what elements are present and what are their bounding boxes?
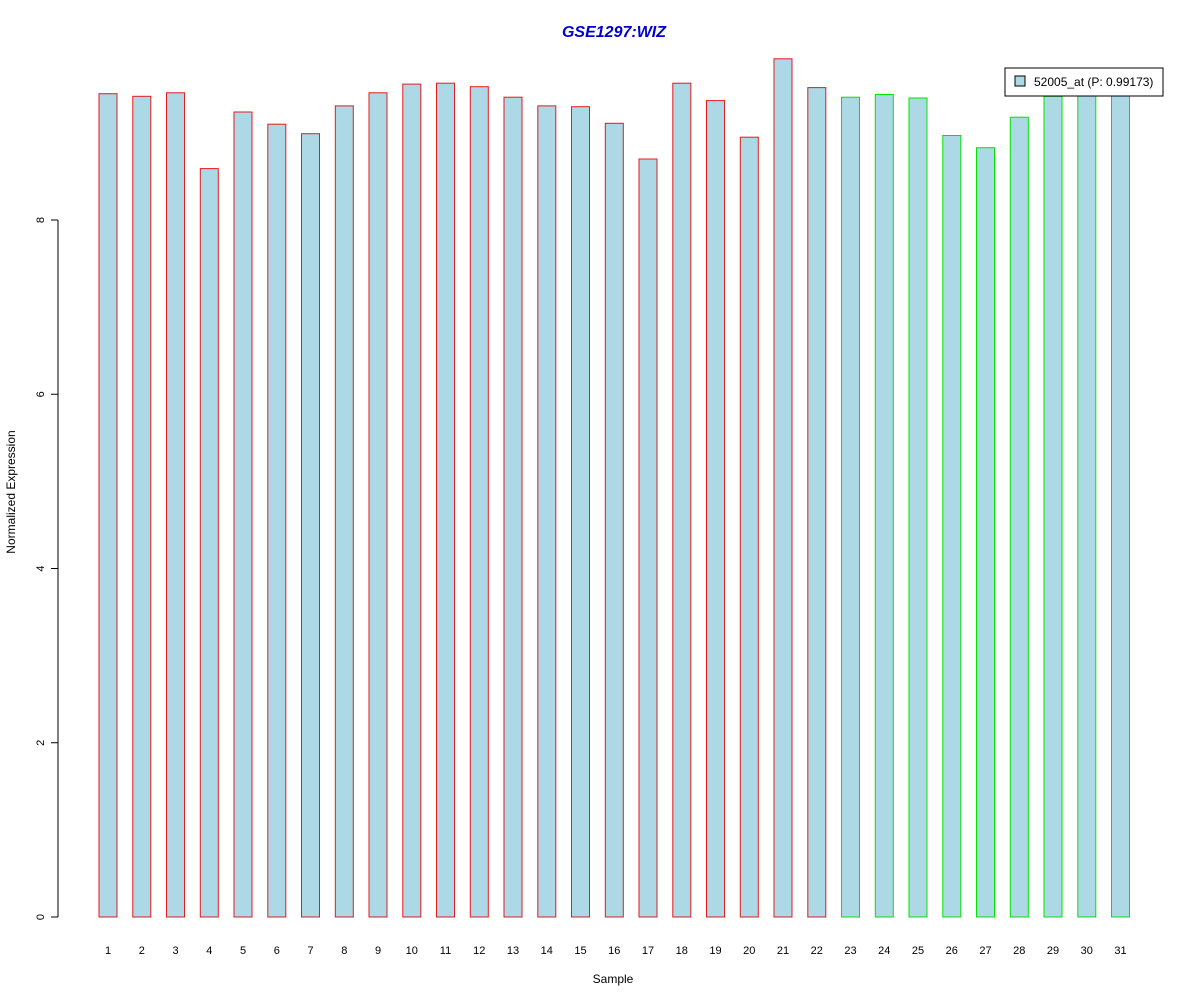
bar-sample-14 — [537, 105, 557, 918]
x-tick-label: 12 — [473, 945, 485, 957]
x-tick-label: 7 — [307, 945, 313, 957]
bar-sample-3 — [166, 92, 185, 918]
bar-sample-18 — [672, 82, 692, 918]
bar-sample-10 — [402, 83, 422, 918]
x-tick-label: 11 — [440, 945, 451, 957]
x-tick-label: 27 — [979, 945, 991, 957]
bar-sample-6 — [267, 123, 287, 918]
x-tick-label: 18 — [676, 945, 688, 957]
x-tick-label: 15 — [574, 945, 586, 957]
bar-sample-29 — [1043, 95, 1063, 918]
x-tick-label: 19 — [709, 945, 721, 957]
bar-sample-25 — [908, 97, 928, 918]
chart-title: GSE1297:WIZ — [562, 24, 667, 41]
x-tick-label: 14 — [541, 945, 553, 957]
bar-sample-30 — [1077, 94, 1097, 918]
legend-swatch — [1014, 75, 1026, 87]
bars-group — [98, 58, 1130, 918]
y-tick-label: 0 — [35, 914, 47, 920]
x-tick-labels: 1 2 3 4 5 6 7 8 9 10 11 12 13 14 15 16 17 18 19 20 21 22 23 24 2… — [105, 945, 1127, 957]
bar-sample-11 — [436, 82, 455, 918]
x-tick-label: 24 — [878, 945, 890, 957]
legend-label: 52005_at (P: 0.99173) — [1034, 75, 1153, 89]
bar-sample-7 — [301, 133, 320, 918]
y-tick-label: 6 — [35, 391, 47, 397]
x-tick-label: 10 — [406, 945, 418, 957]
x-tick-label: 6 — [274, 945, 280, 957]
x-tick-label: 30 — [1081, 945, 1093, 957]
bar-sample-16 — [604, 122, 624, 918]
x-tick-label: 13 — [507, 945, 519, 957]
x-tick-label: 22 — [811, 945, 823, 957]
bar-sample-27 — [976, 147, 995, 918]
legend: 52005_at (P: 0.99173) — [1004, 67, 1164, 97]
x-axis-label: Sample — [593, 972, 634, 986]
y-tick-label: 4 — [35, 565, 47, 571]
bar-sample-22 — [807, 87, 827, 918]
x-tick-label: 4 — [206, 945, 212, 957]
x-tick-label: 8 — [341, 945, 347, 957]
x-tick-label: 9 — [375, 945, 381, 957]
legend-box — [1004, 67, 1164, 97]
bar-sample-19 — [706, 100, 725, 918]
x-tick-label: 3 — [172, 945, 178, 957]
x-tick-label: 23 — [844, 945, 856, 957]
x-tick-label: 1 — [105, 945, 111, 957]
bar-sample-13 — [503, 96, 523, 918]
bar-sample-28 — [1009, 116, 1029, 918]
bar-sample-15 — [571, 106, 590, 918]
bar-sample-21 — [773, 58, 793, 918]
x-tick-label: 17 — [642, 945, 654, 957]
x-tick-label: 25 — [912, 945, 924, 957]
bar-sample-12 — [469, 86, 489, 918]
bar-sample-26 — [942, 135, 962, 918]
bar-sample-5 — [233, 111, 253, 918]
bar-sample-1 — [98, 93, 118, 918]
y-axis-label: Normalized Expression — [4, 430, 18, 553]
bar-sample-20 — [739, 136, 759, 918]
y-tick-label: 2 — [35, 740, 47, 746]
y-axis: 0 2 4 6 8 — [35, 217, 59, 920]
bar-sample-23 — [841, 96, 860, 918]
x-tick-label: 5 — [240, 945, 246, 957]
x-tick-label: 29 — [1047, 945, 1059, 957]
bar-sample-17 — [638, 158, 658, 918]
bar-sample-31 — [1111, 93, 1130, 918]
x-tick-label: 2 — [139, 945, 145, 957]
bar-sample-4 — [199, 168, 219, 918]
x-tick-label: 21 — [777, 945, 789, 957]
x-tick-label: 26 — [946, 945, 958, 957]
x-tick-label: 20 — [743, 945, 755, 957]
bar-sample-24 — [874, 94, 894, 918]
bar-sample-8 — [334, 105, 354, 918]
x-tick-label: 28 — [1013, 945, 1025, 957]
bar-sample-2 — [132, 95, 152, 918]
x-tick-label: 16 — [608, 945, 620, 957]
y-tick-label: 8 — [35, 217, 47, 223]
bar-sample-9 — [368, 92, 388, 918]
x-tick-label: 31 — [1114, 945, 1126, 957]
